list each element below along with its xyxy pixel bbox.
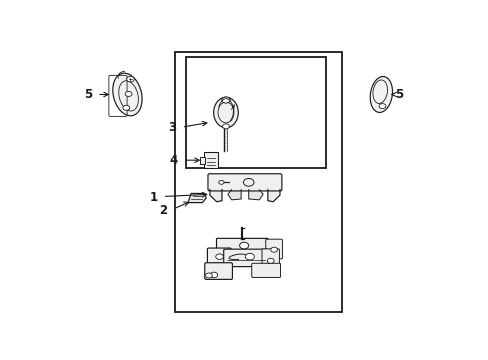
Circle shape [210,272,217,278]
Circle shape [267,258,274,263]
Circle shape [222,124,229,129]
Circle shape [239,242,248,249]
Circle shape [215,254,223,260]
Polygon shape [227,190,241,200]
Circle shape [245,253,254,260]
Polygon shape [188,193,206,203]
Bar [200,157,204,163]
FancyBboxPatch shape [216,238,267,252]
FancyBboxPatch shape [207,248,231,266]
Ellipse shape [213,97,238,128]
Circle shape [126,76,134,82]
Polygon shape [248,190,263,200]
FancyBboxPatch shape [262,249,279,269]
Bar [175,51,341,312]
Circle shape [125,91,132,96]
Text: 4: 4 [169,154,178,167]
Text: 2: 2 [159,204,167,217]
Ellipse shape [369,77,392,112]
Text: 3: 3 [168,121,176,134]
Circle shape [218,180,224,184]
Text: 5: 5 [394,88,402,101]
Circle shape [122,105,129,110]
Polygon shape [267,190,280,202]
Text: 5: 5 [84,88,92,101]
Circle shape [222,97,230,103]
FancyBboxPatch shape [207,174,281,191]
Circle shape [270,247,277,252]
Polygon shape [209,190,222,202]
FancyBboxPatch shape [251,263,280,278]
FancyBboxPatch shape [204,263,232,279]
Circle shape [378,104,385,109]
Bar [186,57,325,168]
Text: 1: 1 [149,190,158,203]
Circle shape [205,273,212,278]
FancyBboxPatch shape [223,249,268,267]
Bar [203,152,218,168]
Ellipse shape [113,73,142,116]
FancyBboxPatch shape [265,239,282,259]
